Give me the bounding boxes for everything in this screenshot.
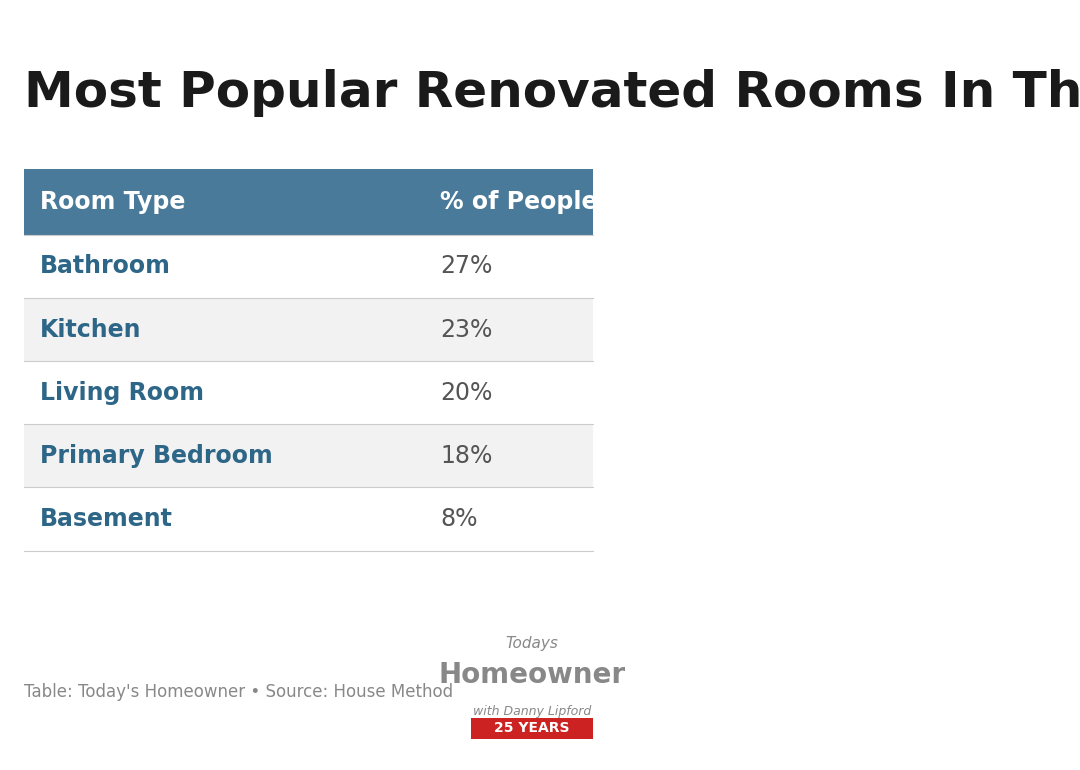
FancyBboxPatch shape: [25, 169, 593, 235]
FancyBboxPatch shape: [25, 424, 593, 487]
FancyBboxPatch shape: [25, 298, 593, 361]
FancyBboxPatch shape: [25, 487, 593, 551]
Text: 20%: 20%: [441, 380, 492, 405]
Text: Most Popular Renovated Rooms In The Home: Most Popular Renovated Rooms In The Home: [25, 69, 1080, 117]
Text: 23%: 23%: [441, 317, 492, 342]
Text: Living Room: Living Room: [40, 380, 204, 405]
Text: with Danny Lipford: with Danny Lipford: [473, 705, 591, 718]
Text: 27%: 27%: [441, 254, 492, 279]
FancyBboxPatch shape: [25, 361, 593, 424]
Text: Homeowner: Homeowner: [438, 661, 625, 689]
Text: 25 YEARS: 25 YEARS: [495, 721, 570, 735]
Text: Kitchen: Kitchen: [40, 317, 141, 342]
Text: Bathroom: Bathroom: [40, 254, 171, 279]
Text: Basement: Basement: [40, 507, 173, 531]
Text: Primary Bedroom: Primary Bedroom: [40, 444, 272, 468]
FancyBboxPatch shape: [471, 718, 593, 739]
FancyBboxPatch shape: [25, 235, 593, 298]
Text: Todays: Todays: [505, 636, 558, 651]
Text: % of People Who Renovated: % of People Who Renovated: [441, 189, 816, 214]
Text: Room Type: Room Type: [40, 189, 185, 214]
Text: 18%: 18%: [441, 444, 492, 468]
Text: Table: Today's Homeowner • Source: House Method: Table: Today's Homeowner • Source: House…: [25, 683, 454, 701]
Text: 8%: 8%: [441, 507, 477, 531]
